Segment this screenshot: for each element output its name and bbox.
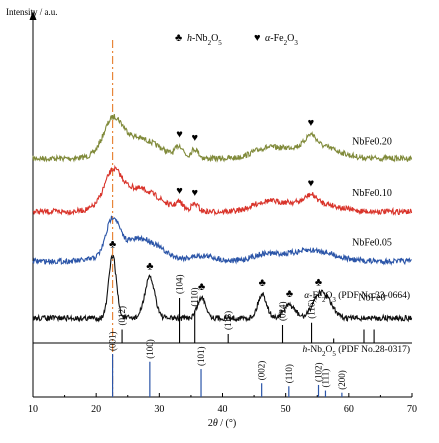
peak-marker-nbfe020: ♥	[308, 117, 315, 129]
peak-marker-nbfe0: ♣	[146, 261, 153, 273]
series-label-nbfe0: NbFe0	[358, 292, 385, 303]
nb2o5-hkl-label: (101)	[196, 347, 206, 367]
x-tick-label: 50	[281, 404, 291, 415]
nb2o5-hkl-label: (102)	[314, 362, 324, 382]
fe2o3-reference-label: α-Fe2O3 (PDF No.33-0664)	[304, 290, 410, 304]
nb2o5-hkl-label: (111)	[320, 369, 330, 388]
peak-marker-nbfe020: ♥	[191, 132, 198, 144]
y-axis-arrow	[29, 11, 37, 20]
peak-marker-nbfe010: ♥	[191, 187, 198, 199]
y-axis-label: Intensity / a.u.	[6, 7, 58, 17]
peak-marker-nbfe010: ♥	[308, 177, 315, 189]
legend-label-nb2o5: h-Nb2O5	[187, 33, 222, 47]
nb2o5-reference-label: h-Nb2O5 (PDF No.28-0317)	[302, 344, 410, 358]
fe2o3-hkl-label: (024)	[278, 302, 288, 322]
x-tick-label: 60	[344, 404, 354, 415]
x-tick-label: 70	[407, 404, 417, 415]
nb2o5-hkl-label: (001)	[108, 332, 118, 352]
fe2o3-hkl-label: (116)	[307, 300, 317, 319]
series-label-nbfe010: NbFe0.10	[352, 188, 392, 199]
legend-marker-fe2o3: ♥	[254, 32, 261, 44]
xrd-pattern-nbfe020	[32, 114, 413, 163]
series-label-nbfe020: NbFe0.20	[352, 136, 392, 147]
series-label-nbfe005: NbFe0.05	[352, 237, 392, 248]
fe2o3-hkl-label: (012)	[117, 306, 127, 326]
legend-label-fe2o3: α-Fe2O3	[265, 33, 298, 47]
nb2o5-hkl-label: (100)	[145, 339, 155, 359]
xrd-pattern-nbfe0	[32, 254, 413, 323]
x-tick-label: 10	[28, 404, 38, 415]
peak-marker-nbfe010: ♥	[176, 185, 183, 197]
peak-marker-nbfe0: ♣	[259, 277, 266, 289]
peak-marker-nbfe0: ♣	[109, 239, 116, 251]
x-axis-label: 2θ / (°)	[208, 418, 236, 429]
fe2o3-hkl-label: (113)	[223, 311, 233, 330]
fe2o3-hkl-label: (104)	[175, 275, 185, 295]
nb2o5-hkl-label: (110)	[284, 364, 294, 383]
x-tick-label: 30	[154, 404, 164, 415]
x-tick-label: 20	[91, 404, 101, 415]
nb2o5-hkl-label: (200)	[337, 370, 347, 390]
fe2o3-hkl-label: (110)	[190, 287, 200, 306]
xrd-pattern-nbfe010	[32, 164, 413, 217]
xrd-pattern-nbfe005	[32, 215, 412, 266]
peak-marker-nbfe0: ♣	[198, 281, 205, 293]
peak-marker-nbfe0: ♣	[315, 276, 322, 288]
peak-marker-nbfe020: ♥	[176, 128, 183, 140]
peak-marker-nbfe0: ♣	[286, 288, 293, 300]
nb2o5-hkl-label: (002)	[257, 361, 267, 381]
legend-marker-nb2o5: ♣	[175, 32, 182, 44]
x-tick-label: 40	[218, 404, 228, 415]
